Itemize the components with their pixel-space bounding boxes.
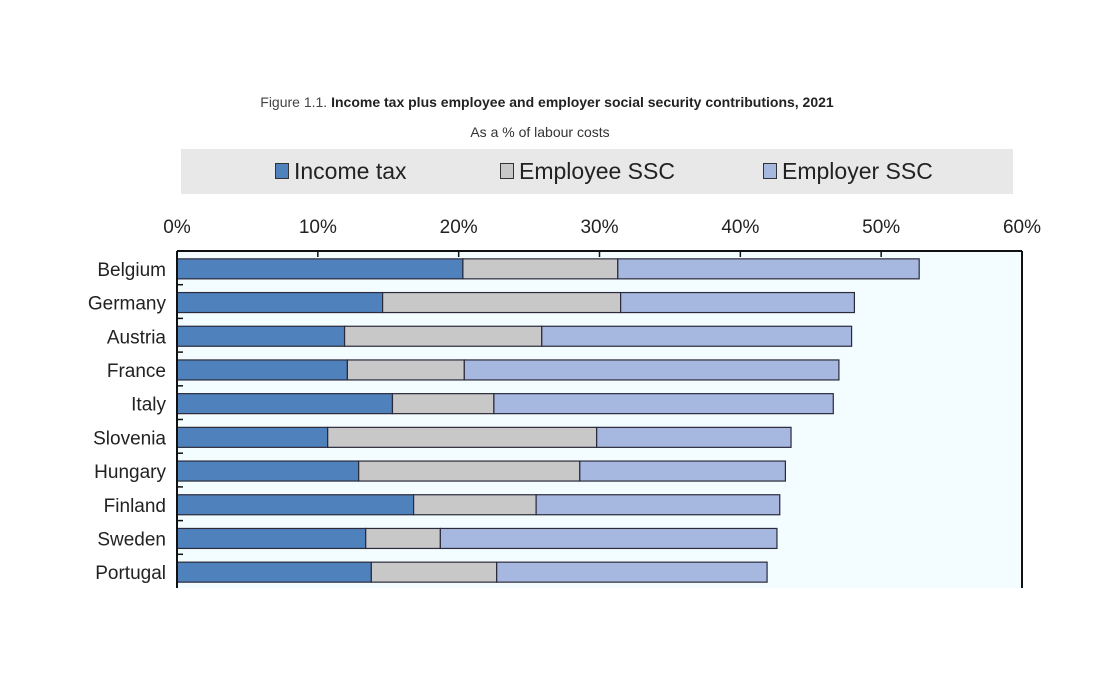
legend-label-employee-ssc: Employee SSC — [519, 157, 675, 184]
x-tick-label: 10% — [299, 217, 337, 238]
legend-item-employee-ssc: Employee SSC — [500, 157, 675, 185]
y-tick-label: France — [107, 361, 166, 382]
legend-swatch-income-tax — [275, 163, 289, 179]
bar-employee-ssc-germany — [382, 291, 622, 314]
y-tick-label: Italy — [131, 395, 166, 416]
y-tick-label: Belgium — [97, 260, 166, 281]
legend: Income tax Employee SSC Employer SSC — [181, 149, 1013, 194]
y-tick-label: Slovenia — [93, 428, 166, 449]
bar-employee-ssc-austria — [343, 325, 543, 347]
plot-frame — [176, 250, 1023, 588]
bar-employee-ssc-finland — [413, 494, 537, 516]
bar-income-tax-germany — [176, 291, 384, 314]
y-tick-label: Austria — [107, 327, 167, 348]
bar-employee-ssc-france — [346, 359, 465, 381]
x-tick-label: 50% — [862, 217, 900, 238]
bar-employer-ssc-portugal — [496, 561, 768, 583]
bar-employer-ssc-finland — [535, 494, 781, 516]
bar-employer-ssc-austria — [541, 325, 853, 347]
bar-employer-ssc-france — [463, 359, 840, 381]
x-tick-label: 40% — [721, 217, 759, 238]
y-tick-label: Portugal — [95, 563, 166, 584]
bar-employer-ssc-italy — [493, 393, 834, 415]
bar-employer-ssc-slovenia — [596, 426, 792, 448]
legend-item-employer-ssc: Employer SSC — [763, 157, 933, 185]
bar-employer-ssc-belgium — [617, 258, 920, 280]
bar-income-tax-slovenia — [176, 426, 329, 448]
bar-employee-ssc-portugal — [370, 561, 498, 583]
bar-employee-ssc-hungary — [358, 460, 581, 482]
bar-income-tax-france — [176, 359, 349, 381]
figure-subtitle: As a % of labour costs — [470, 124, 610, 140]
bar-employee-ssc-sweden — [365, 527, 441, 550]
x-tick-label: 30% — [580, 217, 618, 238]
y-tick-label: Germany — [88, 294, 167, 315]
bar-employee-ssc-slovenia — [327, 426, 598, 448]
bar-employer-ssc-germany — [620, 291, 856, 314]
bar-employer-ssc-hungary — [579, 460, 786, 482]
y-tick-label: Hungary — [94, 462, 166, 483]
bar-income-tax-austria — [176, 325, 346, 347]
bar-income-tax-italy — [176, 393, 394, 415]
legend-swatch-employer-ssc — [763, 163, 777, 179]
bar-employer-ssc-sweden — [439, 527, 778, 550]
bar-income-tax-hungary — [176, 460, 360, 482]
x-axis: 0% 10% 20% 30% 40% 50% 60% — [163, 217, 1041, 257]
bar-income-tax-belgium — [176, 258, 464, 280]
bar-employee-ssc-belgium — [462, 258, 619, 280]
y-tick-label: Finland — [104, 496, 166, 517]
bar-income-tax-finland — [176, 494, 415, 516]
legend-item-income-tax: Income tax — [275, 157, 407, 185]
legend-swatch-employee-ssc — [500, 163, 514, 179]
legend-label-income-tax: Income tax — [294, 157, 407, 184]
figure-title: Figure 1.1. Income tax plus employee and… — [0, 94, 1094, 110]
x-tick-label: 0% — [163, 217, 191, 238]
bar-employee-ssc-italy — [391, 393, 495, 415]
x-tick-label: 60% — [1003, 217, 1041, 238]
bar-income-tax-portugal — [176, 561, 372, 583]
y-tick-label: Sweden — [97, 529, 166, 550]
legend-label-employer-ssc: Employer SSC — [782, 157, 933, 184]
figure-number: Figure 1.1. — [260, 94, 328, 110]
bar-income-tax-sweden — [176, 527, 367, 550]
x-tick-label: 20% — [440, 217, 478, 238]
figure-title-text: Income tax plus employee and employer so… — [331, 94, 834, 110]
y-axis: Belgium Germany Austria France Italy Slovenia… — [88, 260, 183, 584]
